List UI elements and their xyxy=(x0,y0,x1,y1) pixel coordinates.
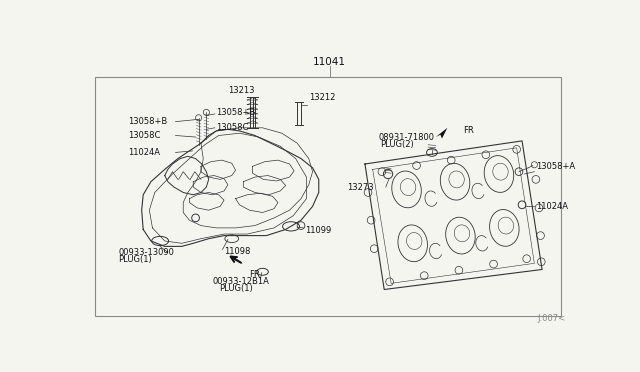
Text: PLUG(1): PLUG(1) xyxy=(219,284,252,293)
Text: PLUG(2): PLUG(2) xyxy=(380,140,414,149)
Text: 11024A: 11024A xyxy=(536,202,568,211)
Text: 13212: 13212 xyxy=(308,93,335,102)
Text: J:007<: J:007< xyxy=(537,314,565,323)
Bar xyxy=(95,77,561,316)
Text: 13058+B: 13058+B xyxy=(216,108,255,117)
Text: FR: FR xyxy=(463,126,474,135)
Text: 00933-13090: 00933-13090 xyxy=(118,248,175,257)
Text: PLUG(1): PLUG(1) xyxy=(118,255,152,264)
Text: 13213: 13213 xyxy=(228,86,255,95)
Text: 13058C: 13058C xyxy=(128,131,160,140)
Text: 13273: 13273 xyxy=(348,183,374,192)
Text: 11024A: 11024A xyxy=(128,148,160,157)
Polygon shape xyxy=(436,128,447,139)
Text: 11099: 11099 xyxy=(305,227,331,235)
Text: 13058+B: 13058+B xyxy=(128,117,167,126)
Polygon shape xyxy=(228,253,243,264)
Text: 11098: 11098 xyxy=(224,247,250,256)
Text: FR: FR xyxy=(250,270,260,279)
Text: 00933-12B1A: 00933-12B1A xyxy=(212,277,269,286)
Text: 13058+A: 13058+A xyxy=(536,162,575,171)
Text: 11041: 11041 xyxy=(313,57,346,67)
Text: 13058C: 13058C xyxy=(216,123,249,132)
Text: 08931-71800: 08931-71800 xyxy=(378,132,434,141)
